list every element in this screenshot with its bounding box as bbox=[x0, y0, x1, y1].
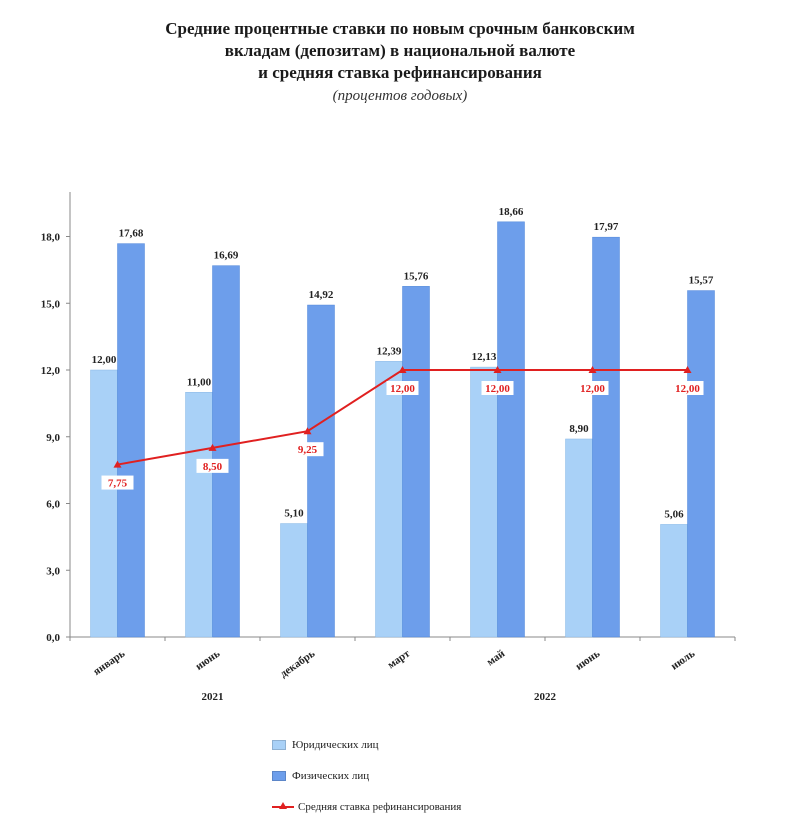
y-tick-label: 12,0 bbox=[41, 365, 61, 377]
refinancing-label-bg bbox=[291, 442, 324, 457]
legend-item-individuals: Физических лиц bbox=[272, 767, 461, 785]
legend-label-refinancing-rate: Средняя ставка рефинансирования bbox=[298, 801, 462, 813]
y-tick-label: 18,0 bbox=[41, 232, 61, 244]
data-label-refinancing-rate: 12,00 bbox=[580, 383, 605, 395]
chart-subtitle: (процентов годовых) bbox=[332, 88, 468, 104]
refinancing-label-bg bbox=[101, 475, 134, 490]
refinancing-rate-marker bbox=[588, 366, 597, 373]
data-label-refinancing-rate: 7,75 bbox=[108, 478, 128, 490]
legend-item-refinancing-rate: Средняя ставка рефинансирования bbox=[272, 798, 461, 816]
bar-legal-entities bbox=[375, 361, 403, 638]
data-label-individuals: 15,76 bbox=[404, 270, 429, 282]
data-label-legal-entities: 5,10 bbox=[284, 508, 304, 520]
legend-line-marker bbox=[272, 802, 294, 812]
x-tick-label: июнь bbox=[193, 648, 222, 673]
y-tick-label: 0,0 bbox=[46, 632, 60, 644]
bar-individuals bbox=[212, 265, 240, 638]
data-label-individuals: 17,97 bbox=[594, 221, 619, 233]
bar-legal-entities bbox=[470, 366, 498, 638]
data-label-individuals: 14,92 bbox=[309, 289, 334, 301]
refinancing-rate-marker bbox=[493, 366, 502, 373]
title-line-1: Средние процентные ставки по новым срочн… bbox=[165, 19, 635, 38]
data-label-refinancing-rate: 8,50 bbox=[203, 461, 223, 473]
title-line-3: и средняя ставка рефинансирования bbox=[258, 63, 542, 82]
data-label-refinancing-rate: 9,25 bbox=[298, 444, 318, 456]
data-label-refinancing-rate: 12,00 bbox=[675, 383, 700, 395]
refinancing-rate-marker bbox=[398, 366, 407, 373]
chart-title: Средние процентные ставки по новым срочн… bbox=[0, 18, 800, 106]
year-label: 2022 bbox=[534, 691, 557, 703]
bar-legal-entities bbox=[565, 438, 593, 638]
x-tick-label: июнь bbox=[573, 648, 602, 673]
refinancing-rate-marker bbox=[113, 460, 122, 468]
data-label-legal-entities: 12,39 bbox=[377, 345, 402, 357]
y-tick-label: 6,0 bbox=[46, 499, 60, 511]
refinancing-label-bg bbox=[671, 381, 704, 395]
data-label-individuals: 18,66 bbox=[499, 206, 524, 218]
bar-individuals bbox=[117, 243, 145, 638]
year-label: 2021 bbox=[202, 691, 224, 703]
bar-legal-entities bbox=[90, 369, 118, 638]
title-line-2: вкладам (депозитам) в национальной валют… bbox=[224, 41, 576, 60]
y-tick-label: 15,0 bbox=[41, 298, 61, 310]
bar-individuals bbox=[307, 304, 335, 638]
refinancing-rate-marker bbox=[683, 366, 692, 373]
legend-label-legal-entities: Юридических лиц bbox=[292, 739, 379, 751]
refinancing-label-bg bbox=[386, 381, 419, 395]
bar-legal-entities bbox=[185, 392, 213, 638]
data-label-refinancing-rate: 12,00 bbox=[390, 383, 415, 395]
legend-swatch-individuals bbox=[272, 771, 286, 781]
bar-individuals bbox=[592, 236, 620, 638]
data-label-legal-entities: 12,13 bbox=[472, 351, 497, 363]
legend-swatch-legal-entities bbox=[272, 740, 286, 750]
legend-item-legal-entities: Юридических лиц bbox=[272, 736, 461, 754]
data-label-legal-entities: 11,00 bbox=[187, 376, 212, 388]
bar-individuals bbox=[402, 286, 430, 638]
data-label-individuals: 17,68 bbox=[119, 228, 144, 240]
refinancing-rate-marker bbox=[208, 443, 217, 451]
legend: Юридических лиц Физических лиц Средняя с… bbox=[272, 736, 461, 829]
bar-legal-entities bbox=[280, 523, 308, 638]
refinancing-label-bg bbox=[481, 381, 514, 395]
x-tick-label: январь bbox=[91, 648, 127, 678]
y-tick-label: 3,0 bbox=[46, 565, 60, 577]
x-tick-label: март bbox=[385, 647, 412, 671]
data-label-individuals: 16,69 bbox=[214, 250, 239, 262]
x-tick-label: декабрь bbox=[278, 648, 317, 681]
x-tick-label: май bbox=[485, 647, 508, 668]
refinancing-label-bg bbox=[196, 458, 229, 473]
data-label-individuals: 15,57 bbox=[689, 275, 714, 287]
x-tick-label: июль bbox=[669, 648, 698, 673]
data-label-legal-entities: 5,06 bbox=[664, 508, 684, 520]
y-tick-label: 9,0 bbox=[46, 432, 60, 444]
data-label-legal-entities: 8,90 bbox=[569, 423, 589, 435]
bar-individuals bbox=[687, 290, 715, 638]
data-label-legal-entities: 12,00 bbox=[92, 354, 117, 366]
bar-individuals bbox=[497, 221, 525, 638]
legend-label-individuals: Физических лиц bbox=[292, 770, 370, 782]
data-label-refinancing-rate: 12,00 bbox=[485, 383, 510, 395]
refinancing-rate-marker bbox=[303, 427, 312, 435]
bar-legal-entities bbox=[660, 524, 688, 638]
refinancing-label-bg bbox=[576, 381, 609, 395]
